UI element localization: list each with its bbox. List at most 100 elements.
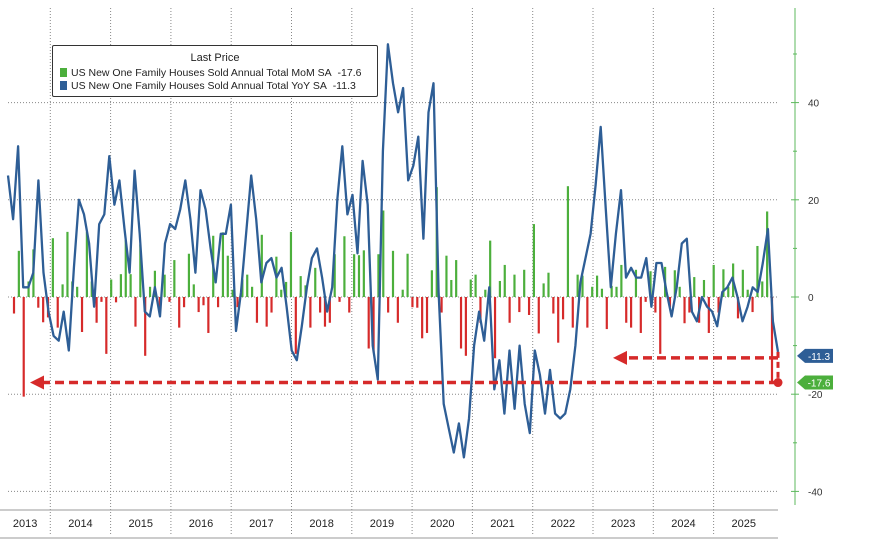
- mom-bar: [61, 284, 64, 297]
- mom-bar: [168, 297, 171, 302]
- mom-bar: [372, 297, 375, 353]
- mom-bar: [207, 297, 210, 333]
- mom-bar: [751, 297, 754, 313]
- mom-bar: [654, 297, 657, 313]
- mom-bar: [357, 255, 361, 297]
- mom-bar: [328, 297, 331, 323]
- mom-bar: [566, 186, 570, 297]
- x-tick-label: 2014: [68, 518, 92, 530]
- mom-bar: [401, 289, 404, 297]
- mom-bar: [493, 297, 497, 359]
- yoy-line-layer: [6, 43, 780, 459]
- mom-bar: [518, 297, 521, 313]
- mom-bar: [508, 297, 511, 323]
- mom-bar: [430, 270, 433, 297]
- legend-value-mom: -17.6: [337, 67, 362, 79]
- y-tick-label: -20: [808, 390, 823, 401]
- mom-bar: [547, 272, 550, 297]
- mom-bar: [513, 274, 516, 297]
- mom-bar: [246, 274, 249, 297]
- mom-bar: [600, 288, 604, 297]
- mom-bar: [746, 289, 749, 297]
- mom-bar: [639, 297, 642, 333]
- mom-bar: [450, 279, 453, 297]
- mom-bar: [766, 211, 769, 297]
- mom-bar: [294, 297, 297, 354]
- legend-swatch-mom: [60, 68, 67, 77]
- mom-bar: [406, 253, 409, 297]
- mom-bar: [323, 297, 327, 327]
- mom-bar: [411, 297, 414, 308]
- mom-bar: [85, 231, 88, 297]
- mom-bar: [557, 297, 560, 343]
- mom-bar: [134, 297, 137, 327]
- mom-bar: [202, 297, 205, 306]
- mom-bar: [114, 297, 118, 303]
- arrow-mom-head: [30, 375, 44, 390]
- mom-bar: [387, 297, 390, 313]
- mom-bar: [479, 297, 482, 323]
- x-tick-label: 2021: [490, 518, 514, 530]
- mom-bar: [158, 297, 161, 308]
- mom-bar: [353, 254, 356, 297]
- mom-bar: [421, 297, 424, 339]
- mom-bar: [659, 297, 662, 354]
- mom-bar: [314, 267, 317, 297]
- mom-bar: [333, 254, 336, 297]
- mom-bar: [537, 297, 540, 334]
- mom-bar: [761, 281, 764, 297]
- mom-bar: [678, 286, 681, 297]
- mom-bar: [595, 275, 599, 297]
- axis-layer: 2013 2014 2015 2016 2017 2018 2019 2020 2021 2022…: [0, 8, 833, 539]
- mom-bar: [17, 250, 20, 297]
- mom-bar: [367, 297, 370, 349]
- mom-bar: [736, 297, 740, 319]
- mom-bar: [377, 254, 380, 297]
- x-tick-label: 2025: [732, 518, 756, 530]
- legend: Last Price US New One Family Houses Sold…: [52, 45, 378, 97]
- mom-bar: [552, 297, 555, 314]
- mom-bar: [625, 297, 628, 323]
- arrow-yoy-head: [613, 350, 627, 365]
- mom-bar: [265, 297, 268, 327]
- callout-mom-shape: [797, 375, 833, 390]
- x-tick-label: 2015: [129, 518, 153, 530]
- mom-bar: [688, 297, 691, 313]
- mom-bar: [455, 260, 458, 297]
- mom-bar: [469, 279, 472, 297]
- mom-bar: [741, 269, 744, 297]
- mom-bar: [484, 289, 487, 297]
- mom-bar: [51, 238, 54, 297]
- mom-bar: [396, 297, 399, 323]
- x-tick-label: 2016: [189, 518, 213, 530]
- mom-bar: [722, 269, 725, 297]
- mom-bar: [532, 224, 536, 297]
- mom-bar: [503, 264, 506, 297]
- mom-bar: [260, 234, 263, 297]
- mom-bar: [416, 297, 419, 308]
- mom-bar: [756, 245, 759, 297]
- y-tick-label: -40: [808, 487, 823, 498]
- mom-bar: [683, 297, 686, 324]
- arrow-layer: [30, 350, 783, 390]
- mom-bar: [391, 250, 395, 297]
- callout-mom: -17.6: [797, 375, 833, 390]
- mom-bar: [226, 255, 229, 297]
- mom-bar: [702, 279, 706, 297]
- mom-bar: [693, 277, 696, 297]
- mom-bar: [22, 297, 25, 397]
- mom-bar: [459, 297, 463, 349]
- y-tick-label: 20: [808, 196, 820, 207]
- mom-bar: [80, 297, 84, 332]
- mom-bar: [348, 297, 351, 313]
- mom-bar: [382, 210, 385, 297]
- mom-bar: [236, 297, 239, 308]
- callout-yoy: -11.3: [797, 348, 833, 363]
- mom-bar: [289, 231, 293, 297]
- mom-bar: [629, 297, 633, 328]
- mom-bar: [605, 297, 608, 330]
- mom-bar: [717, 297, 720, 313]
- mom-bar: [591, 286, 594, 297]
- mom-bar: [280, 289, 283, 297]
